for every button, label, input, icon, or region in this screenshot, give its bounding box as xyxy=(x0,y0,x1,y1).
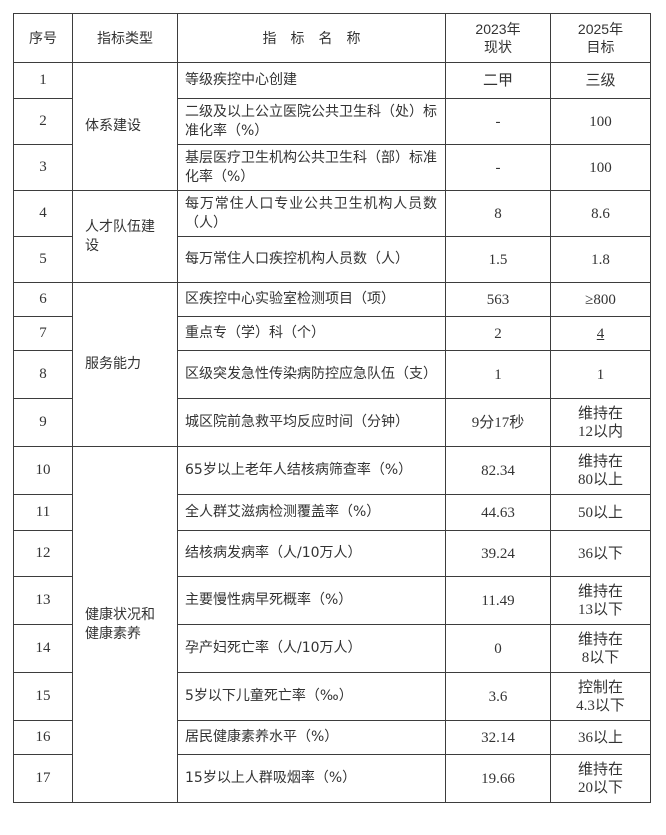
cell-indicator-type: 服务能力 xyxy=(72,282,178,447)
cell-serial-number: 10 xyxy=(13,446,73,495)
cell-serial-number: 12 xyxy=(13,530,73,577)
cell-indicator-name: 孕产妇死亡率（人/10万人） xyxy=(177,624,446,673)
header-indicator-type: 指标类型 xyxy=(72,13,178,63)
table-header: 序号 指标类型 指 标 名 称 2023年 现状 2025年 目标 xyxy=(13,13,651,63)
cell-indicator-type: 健康状况和健康素养 xyxy=(72,446,178,803)
header-serial-number: 序号 xyxy=(13,13,73,63)
cell-2025-target: 维持在 80以上 xyxy=(550,446,651,495)
cell-indicator-name: 居民健康素养水平（%） xyxy=(177,720,446,755)
cell-2025-target: 8.6 xyxy=(550,190,651,237)
cell-2023-status: 2 xyxy=(445,316,551,351)
cell-2025-target: ≥800 xyxy=(550,282,651,317)
cell-2023-status: 82.34 xyxy=(445,446,551,495)
cell-serial-number: 5 xyxy=(13,236,73,283)
cell-serial-number: 2 xyxy=(13,98,73,145)
cell-2023-status: 563 xyxy=(445,282,551,317)
cell-serial-number: 13 xyxy=(13,576,73,625)
cell-2023-status: 32.14 xyxy=(445,720,551,755)
cell-2023-status: 二甲 xyxy=(445,62,551,99)
cell-indicator-name: 每万常住人口疾控机构人员数（人） xyxy=(177,236,446,283)
cell-indicator-name: 结核病发病率（人/10万人） xyxy=(177,530,446,577)
cell-indicator-type: 人才队伍建设 xyxy=(72,190,178,283)
cell-2023-status: 1.5 xyxy=(445,236,551,283)
cell-2023-status: 11.49 xyxy=(445,576,551,625)
cell-2025-target: 三级 xyxy=(550,62,651,99)
header-2025-target: 2025年 目标 xyxy=(550,13,651,63)
cell-serial-number: 8 xyxy=(13,350,73,399)
cell-2023-status: 19.66 xyxy=(445,754,551,803)
cell-2025-target: 维持在 13以下 xyxy=(550,576,651,625)
cell-serial-number: 7 xyxy=(13,316,73,351)
cell-indicator-name: 等级疾控中心创建 xyxy=(177,62,446,99)
header-indicator-name: 指 标 名 称 xyxy=(177,13,446,63)
cell-2025-target: 4 xyxy=(550,316,651,351)
table-body: 1 体系建设 等级疾控中心创建 二甲 三级 2 二级及以上公立医院公共卫生科（处）标准化率（… xyxy=(13,62,651,803)
cell-2025-target: 36以下 xyxy=(550,530,651,577)
cell-indicator-name: 二级及以上公立医院公共卫生科（处）标准化率（%） xyxy=(177,98,446,145)
cell-2023-status: 0 xyxy=(445,624,551,673)
cell-indicator-type: 体系建设 xyxy=(72,62,178,191)
table-row: 13 主要慢性病早死概率（%） 11.49 维持在 13以下 xyxy=(13,576,651,625)
cell-2025-target: 维持在 20以下 xyxy=(550,754,651,803)
cell-2023-status: 1 xyxy=(445,350,551,399)
table-row: 16 居民健康素养水平（%） 32.14 36以上 xyxy=(13,720,651,755)
cell-indicator-name: 区疾控中心实验室检测项目（项） xyxy=(177,282,446,317)
table-row: 8 区级突发急性传染病防控应急队伍（支） 1 1 xyxy=(13,350,651,399)
cell-indicator-name: 主要慢性病早死概率（%） xyxy=(177,576,446,625)
cell-2023-status: - xyxy=(445,98,551,145)
cell-indicator-name: 15岁以上人群吸烟率（%） xyxy=(177,754,446,803)
cell-serial-number: 11 xyxy=(13,494,73,531)
cell-serial-number: 14 xyxy=(13,624,73,673)
cell-2025-target: 100 xyxy=(550,144,651,191)
cell-serial-number: 4 xyxy=(13,190,73,237)
cell-indicator-name: 全人群艾滋病检测覆盖率（%） xyxy=(177,494,446,531)
table-row: 7 重点专（学）科（个） 2 4 xyxy=(13,316,651,351)
table-row: 17 15岁以上人群吸烟率（%） 19.66 维持在 20以下 xyxy=(13,754,651,803)
cell-2025-target: 1.8 xyxy=(550,236,651,283)
table-row: 4 人才队伍建设 每万常住人口专业公共卫生机构人员数（人） 8 8.6 xyxy=(13,190,651,283)
cell-serial-number: 1 xyxy=(13,62,73,99)
table-row: 5 每万常住人口疾控机构人员数（人） 1.5 1.8 xyxy=(13,236,651,283)
cell-indicator-name: 每万常住人口专业公共卫生机构人员数（人） xyxy=(177,190,446,237)
table-row: 12 结核病发病率（人/10万人） 39.24 36以下 xyxy=(13,530,651,577)
cell-2025-target: 1 xyxy=(550,350,651,399)
cell-2025-target: 控制在 4.3以下 xyxy=(550,672,651,721)
header-row: 序号 指标类型 指 标 名 称 2023年 现状 2025年 目标 xyxy=(13,13,651,63)
table-row: 10 健康状况和健康素养 65岁以上老年人结核病筛查率（%） 82.34 维持在 80以… xyxy=(13,446,651,803)
cell-indicator-name: 重点专（学）科（个） xyxy=(177,316,446,351)
cell-2025-target: 36以上 xyxy=(550,720,651,755)
cell-serial-number: 17 xyxy=(13,754,73,803)
cell-serial-number: 15 xyxy=(13,672,73,721)
cell-indicator-name: 5岁以下儿童死亡率（‰） xyxy=(177,672,446,721)
cell-serial-number: 6 xyxy=(13,282,73,317)
cell-2025-target: 维持在 12以内 xyxy=(550,398,651,447)
cell-indicator-name: 区级突发急性传染病防控应急队伍（支） xyxy=(177,350,446,399)
cell-2025-target: 100 xyxy=(550,98,651,145)
cell-2025-target: 50以上 xyxy=(550,494,651,531)
cell-2023-status: 8 xyxy=(445,190,551,237)
table-row: 15 5岁以下儿童死亡率（‰） 3.6 控制在 4.3以下 xyxy=(13,672,651,721)
cell-2023-status: 44.63 xyxy=(445,494,551,531)
table-row: 9 城区院前急救平均反应时间（分钟） 9分17秒 维持在 12以内 xyxy=(13,398,651,447)
table-row: 11 全人群艾滋病检测覆盖率（%） 44.63 50以上 xyxy=(13,494,651,531)
cell-serial-number: 3 xyxy=(13,144,73,191)
table-row: 3 基层医疗卫生机构公共卫生科（部）标准化率（%） -100 xyxy=(13,144,651,191)
cell-2023-status: 9分17秒 xyxy=(445,398,551,447)
cell-serial-number: 16 xyxy=(13,720,73,755)
table-row: 1 体系建设 等级疾控中心创建 二甲 三级 xyxy=(13,62,651,191)
cell-indicator-name: 65岁以上老年人结核病筛查率（%） xyxy=(177,446,446,495)
table-row: 6 服务能力 区疾控中心实验室检测项目（项） 563 ≥800 xyxy=(13,282,651,447)
cell-indicator-name: 基层医疗卫生机构公共卫生科（部）标准化率（%） xyxy=(177,144,446,191)
cell-2025-target: 维持在 8以下 xyxy=(550,624,651,673)
header-2023-status: 2023年 现状 xyxy=(445,13,551,63)
underlined-target-value: 4 xyxy=(596,325,605,342)
indicator-table: 序号 指标类型 指 标 名 称 2023年 现状 2025年 目标 1 体系建设等… xyxy=(13,13,651,803)
cell-serial-number: 9 xyxy=(13,398,73,447)
cell-indicator-name: 城区院前急救平均反应时间（分钟） xyxy=(177,398,446,447)
cell-2023-status: - xyxy=(445,144,551,191)
table-row: 2 二级及以上公立医院公共卫生科（处）标准化率（%） -100 xyxy=(13,98,651,145)
cell-2023-status: 3.6 xyxy=(445,672,551,721)
cell-2023-status: 39.24 xyxy=(445,530,551,577)
